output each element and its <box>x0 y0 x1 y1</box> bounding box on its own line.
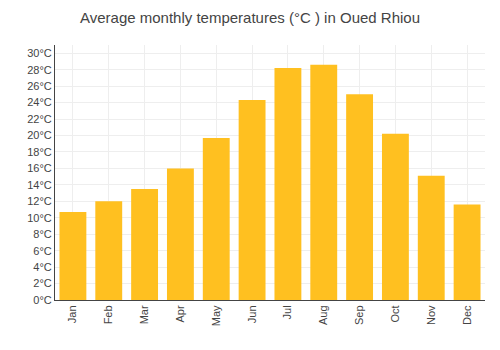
svg-text:Mar: Mar <box>138 305 150 324</box>
svg-text:Jun: Jun <box>246 305 258 323</box>
svg-text:Nov: Nov <box>425 305 437 325</box>
svg-text:12°C: 12°C <box>27 195 52 207</box>
svg-text:Dec: Dec <box>461 305 473 325</box>
svg-text:10°C: 10°C <box>27 212 52 224</box>
svg-text:Jul: Jul <box>281 305 293 319</box>
svg-text:Apr: Apr <box>174 305 186 322</box>
svg-text:8°C: 8°C <box>33 228 52 240</box>
svg-text:20°C: 20°C <box>27 129 52 141</box>
svg-text:Jan: Jan <box>66 305 78 323</box>
svg-text:0°C: 0°C <box>33 294 52 306</box>
svg-text:22°C: 22°C <box>27 113 52 125</box>
svg-text:16°C: 16°C <box>27 162 52 174</box>
svg-text:28°C: 28°C <box>27 64 52 76</box>
svg-text:18°C: 18°C <box>27 146 52 158</box>
svg-text:2°C: 2°C <box>33 277 52 289</box>
svg-text:4°C: 4°C <box>33 261 52 273</box>
svg-text:Oct: Oct <box>389 305 401 322</box>
svg-text:6°C: 6°C <box>33 245 52 257</box>
svg-text:Sep: Sep <box>353 305 365 325</box>
svg-text:Feb: Feb <box>102 305 114 324</box>
svg-text:30°C: 30°C <box>27 47 52 59</box>
svg-text:Aug: Aug <box>317 305 329 325</box>
svg-text:May: May <box>210 305 222 326</box>
svg-text:26°C: 26°C <box>27 80 52 92</box>
svg-text:24°C: 24°C <box>27 96 52 108</box>
svg-text:Average monthly temperatures (: Average monthly temperatures (°C ) in Ou… <box>80 9 420 26</box>
svg-text:14°C: 14°C <box>27 179 52 191</box>
